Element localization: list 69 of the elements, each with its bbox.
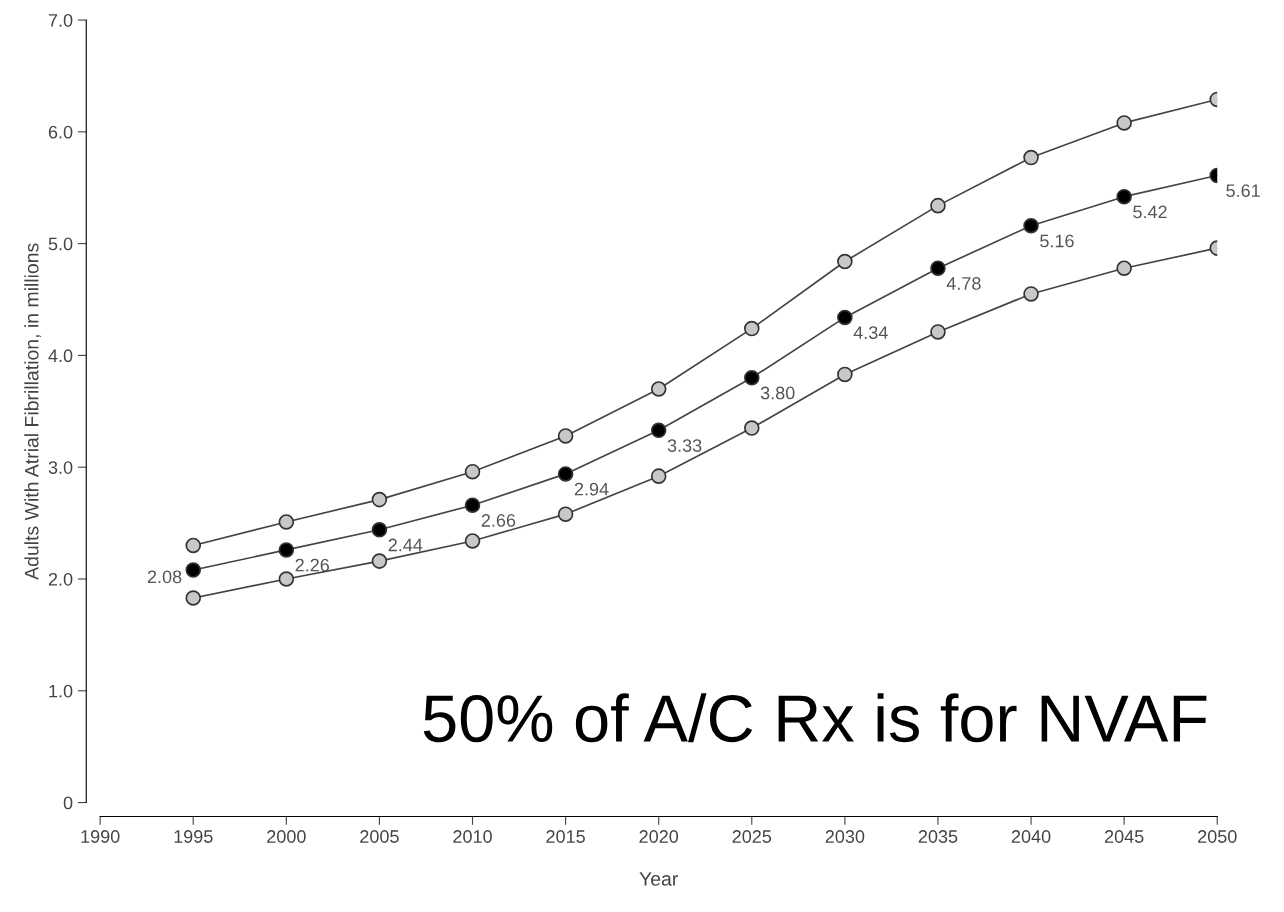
data-label: 2.26 [295, 558, 330, 572]
point [930, 324, 946, 340]
x-tick-label: 2025 [732, 830, 772, 843]
x-tick-label: 2010 [453, 830, 492, 843]
y-axis-title: Adults With Atrial Fibrillation, in millions [24, 243, 41, 580]
x-tick-label: 2035 [918, 830, 958, 843]
point [1116, 188, 1132, 205]
point [278, 542, 295, 558]
x-tick-label: 1990 [81, 830, 120, 843]
data-label: 4.78 [946, 277, 981, 290]
y-tick-label: 2.0 [48, 572, 73, 586]
y-tick-label: 0 [63, 796, 73, 810]
point [744, 420, 760, 436]
point [557, 428, 574, 444]
point [371, 553, 388, 569]
x-tick-label: 1995 [174, 830, 213, 843]
point [650, 422, 667, 439]
x-tick-label: 2020 [639, 830, 679, 843]
point [185, 562, 202, 578]
point [464, 497, 481, 513]
data-label: 3.33 [667, 439, 702, 452]
point [1116, 115, 1132, 131]
point [1023, 217, 1039, 234]
point [464, 463, 481, 480]
data-label: 4.34 [853, 326, 888, 340]
point [185, 590, 202, 606]
point [650, 381, 667, 397]
data-label: 2.66 [481, 514, 516, 527]
x-tick-label: 2005 [360, 830, 399, 843]
point [1116, 260, 1132, 277]
y-tick-label: 6.0 [48, 125, 73, 139]
x-tick-label: 2050 [1198, 830, 1237, 843]
point [557, 466, 574, 482]
data-label: 2.94 [574, 482, 609, 496]
point [837, 366, 853, 383]
point [278, 514, 295, 530]
data-label: 5.61 [1226, 184, 1260, 198]
data-label: 3.80 [760, 386, 795, 400]
data-label: 5.16 [1040, 234, 1074, 248]
data-label: 2.08 [147, 570, 182, 584]
point [744, 369, 760, 386]
point [1023, 286, 1039, 302]
data-label: 2.44 [388, 538, 423, 552]
point [278, 571, 295, 587]
point [1023, 149, 1039, 166]
data-label: 5.42 [1133, 205, 1167, 219]
point [185, 537, 202, 554]
y-tick-label: 3.0 [48, 461, 73, 474]
y-tick-label: 5.0 [48, 237, 73, 251]
x-tick-label: 2000 [267, 830, 306, 843]
y-tick-label: 7.0 [48, 14, 73, 27]
x-axis-title: Year [639, 872, 679, 886]
point [557, 506, 574, 522]
point [837, 309, 853, 326]
point [371, 491, 388, 508]
y-tick-label: 4.0 [48, 349, 73, 363]
x-tick-label: 2015 [546, 830, 585, 843]
x-tick-label: 2030 [825, 830, 865, 843]
x-tick-label: 2045 [1104, 830, 1144, 843]
x-tick-label: 2040 [1011, 830, 1051, 843]
annotation: 50% of A/C Rx is for NVAF [423, 693, 1207, 743]
point [930, 197, 946, 214]
point [464, 533, 481, 549]
y-tick-label: 1.0 [49, 684, 73, 698]
point [371, 522, 388, 538]
point [837, 253, 853, 270]
point [744, 320, 760, 337]
point [650, 468, 667, 484]
point [930, 260, 946, 277]
